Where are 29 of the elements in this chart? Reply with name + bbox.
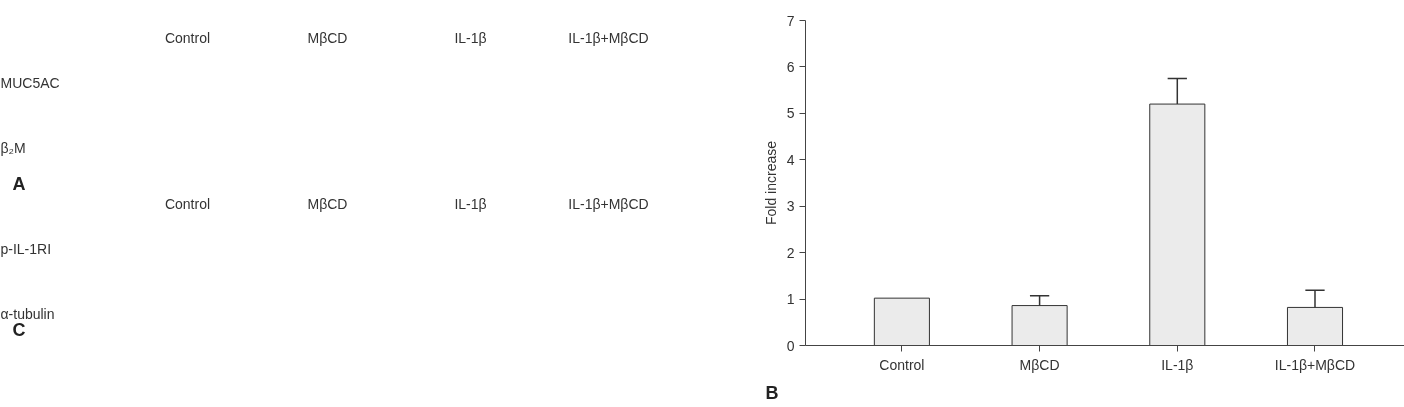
text: Control — [164, 30, 211, 47]
text: MβCD — [307, 30, 348, 47]
text: IL-1β+MβCD — [568, 196, 649, 213]
x-tick-label: MβCD — [1019, 356, 1060, 373]
y-tick-label: 3 — [786, 198, 795, 215]
y-tick-label: 2 — [786, 244, 795, 261]
text: α-tubulin — [0, 306, 55, 323]
y-tick-label: 5 — [786, 105, 795, 122]
x-tick-label: IL-1β — [1161, 356, 1194, 373]
x-tick-label: IL-1β+MβCD — [1274, 356, 1356, 373]
x-tick-label: Control — [879, 356, 925, 373]
text: C — [12, 320, 26, 341]
y-axis-title: Fold increase — [762, 140, 779, 226]
text: p-IL-1RI — [0, 240, 52, 257]
text: MUC5AC — [0, 74, 60, 91]
text: A — [12, 174, 26, 195]
text: IL-1β — [454, 30, 487, 47]
y-tick-label: 6 — [786, 58, 795, 75]
text: Control — [164, 196, 211, 213]
text: MβCD — [307, 196, 348, 213]
text: IL-1β+MβCD — [568, 30, 649, 47]
text: IL-1β — [454, 196, 487, 213]
bar — [873, 297, 930, 346]
text: B — [765, 382, 779, 403]
y-tick-label: 0 — [786, 337, 795, 354]
y-tick-label: 4 — [786, 151, 795, 168]
text: β₂M — [0, 140, 26, 157]
y-tick-label: 7 — [786, 12, 795, 29]
y-tick-label: 1 — [786, 291, 795, 308]
